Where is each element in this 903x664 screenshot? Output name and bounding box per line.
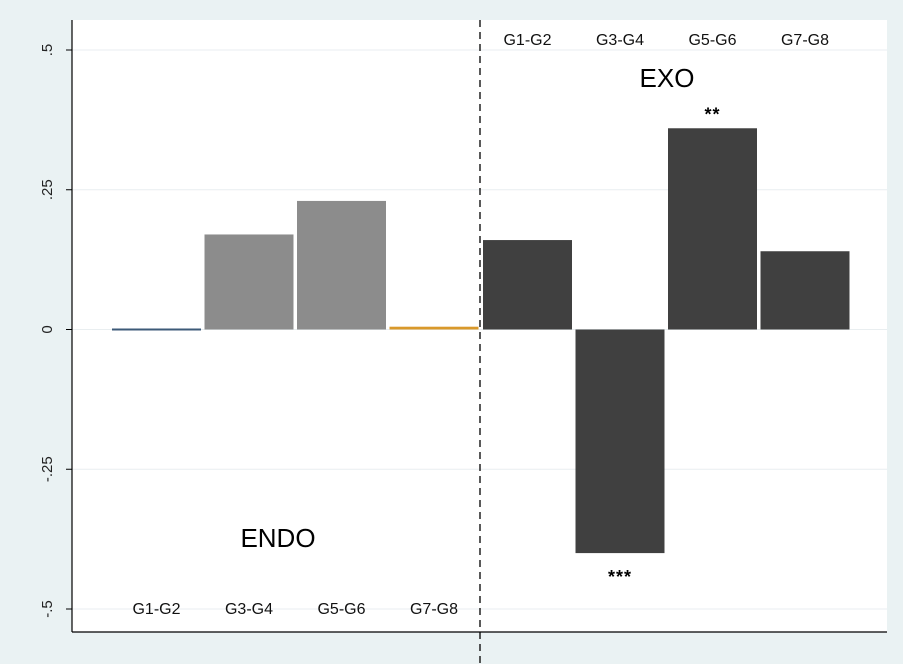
y-axis: -.5 -.25 0 .25 .5 (39, 44, 72, 618)
panel-label-endo: ENDO (240, 523, 315, 553)
bar-endo-g1-g2 (112, 328, 201, 331)
bar-exo-g5-g6 (668, 128, 757, 330)
y-tick-label: 0 (39, 325, 56, 333)
category-label-endo: G5-G6 (317, 601, 365, 618)
category-label-endo: G3-G4 (225, 601, 273, 618)
bar-endo-g5-g6 (297, 200, 386, 330)
category-label-exo: G7-G8 (781, 32, 829, 49)
bars (112, 128, 850, 554)
category-label-endo: G7-G8 (410, 601, 458, 618)
bar-exo-g7-g8 (760, 251, 850, 330)
bar-exo-g3-g4 (575, 329, 665, 554)
category-labels: G1-G2 G3-G4 G5-G6 G7-G8 G1-G2 G3-G4 G5-G6 G7-G8 (132, 32, 829, 618)
bar-endo-g7-g8 (389, 326, 479, 330)
category-label-exo: G3-G4 (596, 32, 644, 49)
significance-marker: ** (704, 104, 720, 124)
y-tick-label: -.5 (39, 600, 56, 618)
category-label-endo: G1-G2 (132, 601, 180, 618)
y-tick-label: .25 (39, 179, 56, 200)
y-tick-label: -.25 (39, 456, 56, 482)
significance-marker: *** (608, 567, 632, 587)
bar-endo-g3-g4 (204, 234, 294, 330)
panel-label-exo: EXO (640, 63, 695, 93)
category-label-exo: G5-G6 (688, 32, 736, 49)
bar-exo-g1-g2 (483, 240, 572, 330)
category-label-exo: G1-G2 (503, 32, 551, 49)
annotations: ENDO*****EXO (240, 63, 720, 587)
y-tick-label: .5 (39, 44, 56, 57)
